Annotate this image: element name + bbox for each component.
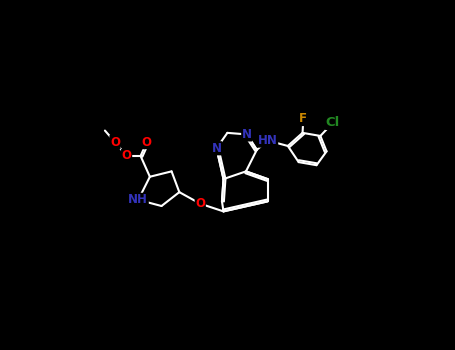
Text: F: F xyxy=(299,112,307,126)
Text: N: N xyxy=(212,142,222,155)
Text: HN: HN xyxy=(258,134,278,147)
Text: O: O xyxy=(195,197,205,210)
Text: Cl: Cl xyxy=(326,116,340,130)
Text: O: O xyxy=(142,135,152,149)
Text: O: O xyxy=(121,149,131,162)
Text: O: O xyxy=(110,135,120,149)
Text: N: N xyxy=(242,128,252,141)
Text: NH: NH xyxy=(128,193,148,206)
